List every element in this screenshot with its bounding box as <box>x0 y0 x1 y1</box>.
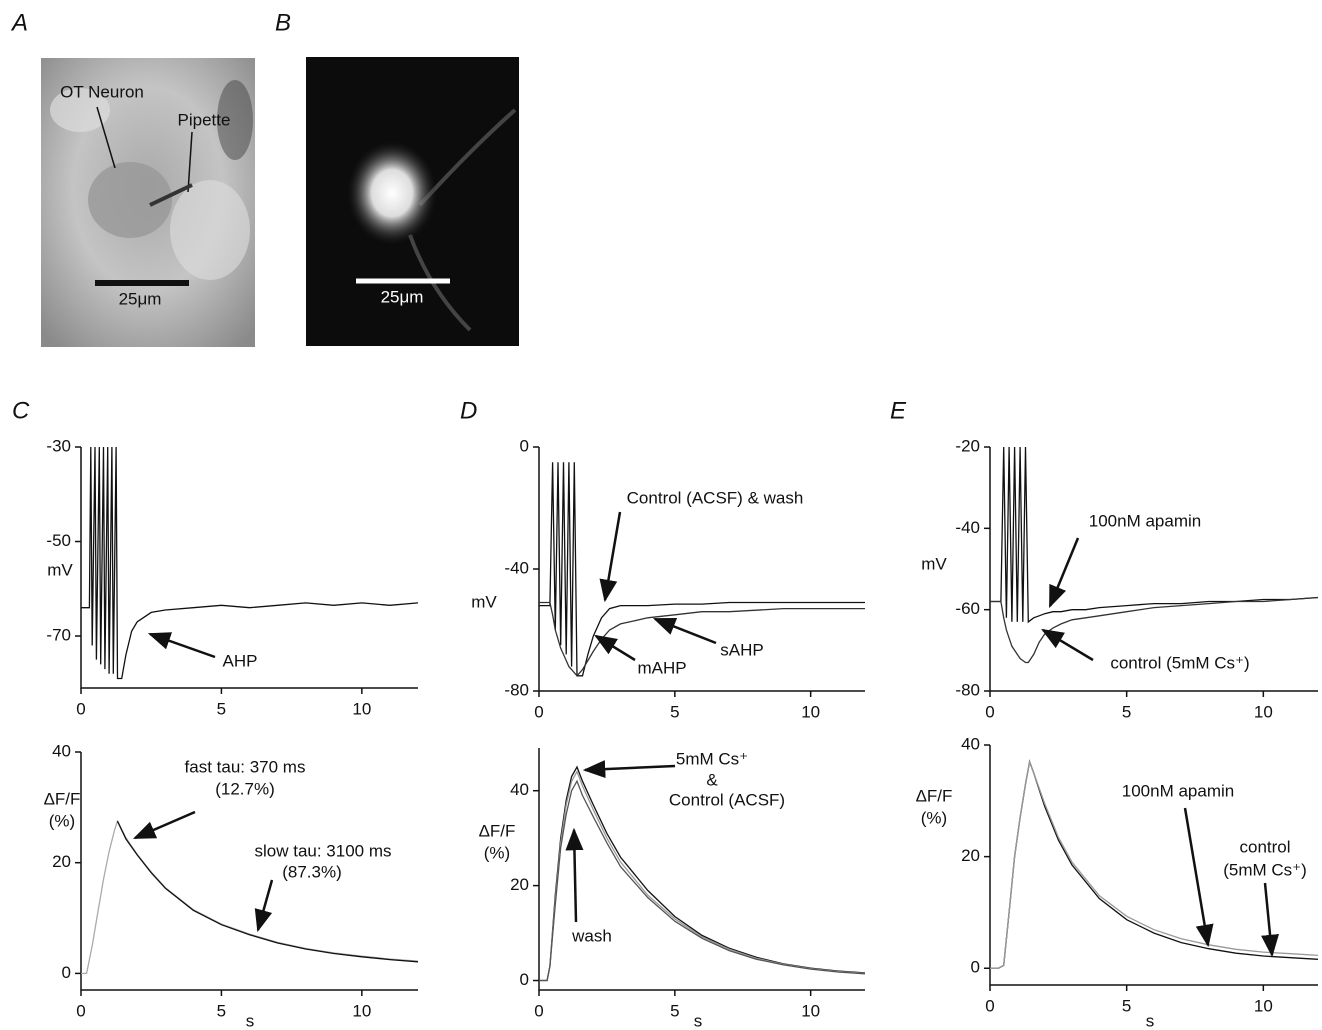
y-tick-label: -40 <box>504 558 529 577</box>
y-tick-label: 0 <box>520 970 529 989</box>
arrow <box>1050 538 1078 606</box>
arrow <box>135 812 195 838</box>
y-axis-label: mV <box>921 554 947 573</box>
x-tick-label: 5 <box>217 699 226 718</box>
panel-letter: C <box>12 397 30 424</box>
annotation: (87.3%) <box>282 862 342 881</box>
x-tick-label: 0 <box>76 699 85 718</box>
panel-letter: A <box>10 9 28 36</box>
arrow <box>1265 883 1272 955</box>
x-tick-label: 5 <box>670 702 679 721</box>
y-tick-label: 0 <box>971 958 980 977</box>
x-tick-label: 5 <box>1122 996 1131 1015</box>
x-axis-label: s <box>1146 1011 1155 1030</box>
x-tick-label: 0 <box>534 1001 543 1020</box>
annotation: control (5mM Cs⁺) <box>1110 653 1249 672</box>
annotation: sAHP <box>720 640 763 659</box>
panel-letter: D <box>460 397 477 424</box>
y-tick-label: 0 <box>520 436 529 455</box>
annotation: (5mM Cs⁺) <box>1223 860 1307 879</box>
trace <box>539 603 865 676</box>
arrow <box>596 636 635 660</box>
x-tick-label: 0 <box>534 702 543 721</box>
y-tick-label: 0 <box>62 963 71 982</box>
arrow <box>150 634 215 657</box>
y-tick-label: 20 <box>961 846 980 865</box>
image-label: Pipette <box>178 110 231 129</box>
y-axis-label: ΔF/F <box>479 821 516 840</box>
annotation: 5mM Cs⁺ <box>676 749 748 768</box>
y-tick-label: -20 <box>955 436 980 455</box>
axis <box>539 748 865 990</box>
x-axis-label: s <box>246 1011 255 1030</box>
y-axis-label: mV <box>471 592 497 611</box>
annotation: slow tau: 3100 ms <box>254 841 391 860</box>
arrow <box>655 619 716 643</box>
x-tick-label: 0 <box>985 996 994 1015</box>
y-tick-label: 20 <box>52 852 71 871</box>
y-tick-label: -60 <box>955 599 980 618</box>
y-axis-label: mV <box>47 560 73 579</box>
y-tick-label: -30 <box>46 436 71 455</box>
y-tick-label: 40 <box>52 741 71 760</box>
figure: A OT Neuron Pipette 25μm B 25μm -30 -50 -7… <box>0 0 1322 1030</box>
x-tick-label: 10 <box>352 699 371 718</box>
arrow <box>585 766 675 770</box>
annotation: control <box>1239 837 1290 856</box>
y-tick-label: 40 <box>961 734 980 753</box>
annotation: 100nM apamin <box>1089 511 1201 530</box>
x-axis-label: s <box>694 1011 703 1030</box>
trace <box>990 447 1318 622</box>
x-tick-label: 0 <box>76 1001 85 1020</box>
annotation: 100nM apamin <box>1122 781 1234 800</box>
y-axis-label: (%) <box>921 808 947 827</box>
y-tick-label: -80 <box>504 680 529 699</box>
y-tick-label: -70 <box>46 626 71 645</box>
y-axis-label: ΔF/F <box>916 786 953 805</box>
y-tick-label: 40 <box>510 780 529 799</box>
texture <box>170 180 250 280</box>
annotation: AHP <box>223 651 258 670</box>
arrow <box>574 830 576 922</box>
x-tick-label: 10 <box>1254 996 1273 1015</box>
x-tick-label: 0 <box>985 702 994 721</box>
neuron <box>347 141 437 245</box>
y-axis-label: ΔF/F <box>44 789 81 808</box>
arrow <box>1185 808 1208 945</box>
y-tick-label: -80 <box>955 680 980 699</box>
arrow <box>605 512 620 600</box>
x-tick-label: 10 <box>801 1001 820 1020</box>
panel-letter: E <box>890 397 907 424</box>
annotation: fast tau: 370 ms <box>185 757 306 776</box>
y-tick-label: -50 <box>46 531 71 550</box>
trace <box>81 447 418 679</box>
image-label: OT Neuron <box>60 82 144 101</box>
annotation: & <box>706 770 718 789</box>
x-tick-label: 5 <box>1122 702 1131 721</box>
x-tick-label: 5 <box>670 1001 679 1020</box>
trace <box>539 781 865 980</box>
annotation: mAHP <box>637 658 686 677</box>
y-axis-label: (%) <box>49 811 75 830</box>
y-tick-label: 20 <box>510 875 529 894</box>
panel-letter: B <box>275 9 291 36</box>
annotation: (12.7%) <box>215 779 275 798</box>
arrow <box>258 880 272 930</box>
arrow <box>1043 630 1093 660</box>
x-tick-label: 10 <box>1254 702 1273 721</box>
annotation: Control (ACSF) & wash <box>627 488 804 507</box>
x-tick-label: 10 <box>352 1001 371 1020</box>
x-tick-label: 5 <box>217 1001 226 1020</box>
y-axis-label: (%) <box>484 843 510 862</box>
scale-label: 25μm <box>381 287 424 306</box>
y-tick-label: -40 <box>955 518 980 537</box>
annotation: Control (ACSF) <box>669 790 785 809</box>
scale-label: 25μm <box>119 289 162 308</box>
annotation: wash <box>571 926 612 945</box>
x-tick-label: 10 <box>801 702 820 721</box>
